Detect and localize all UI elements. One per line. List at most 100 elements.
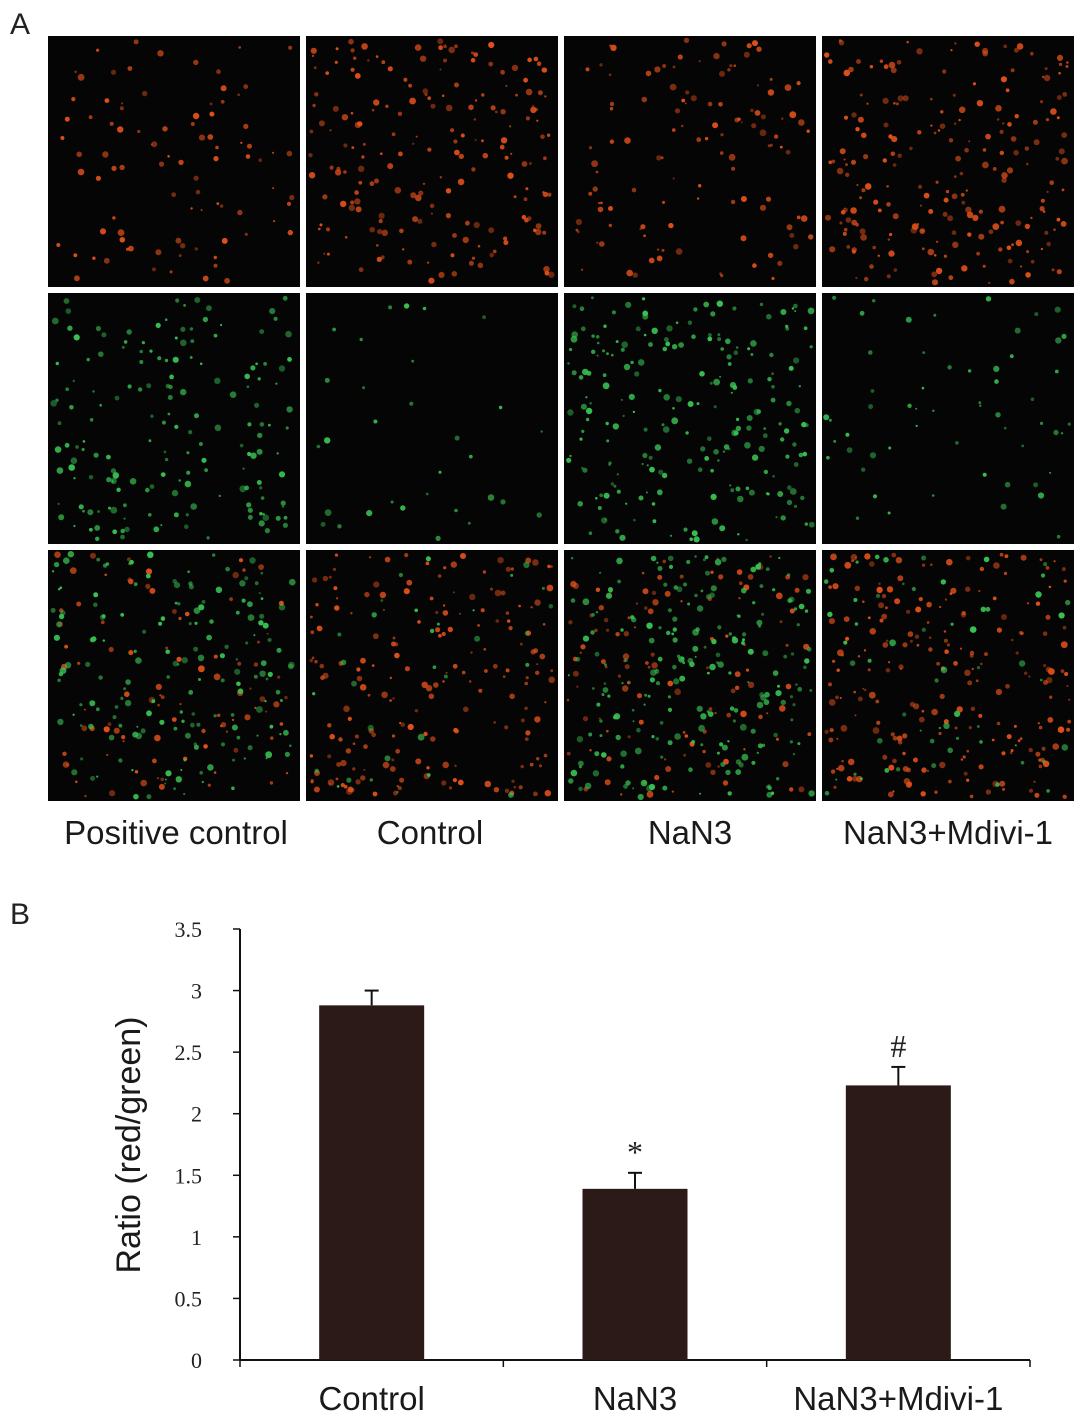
cell-dot bbox=[803, 665, 807, 670]
cell-dot bbox=[73, 477, 76, 480]
cell-dot bbox=[183, 758, 187, 762]
cell-dot bbox=[1005, 683, 1010, 689]
cell-dot bbox=[123, 517, 126, 520]
cell-dot bbox=[872, 727, 880, 734]
cell-dot bbox=[165, 649, 170, 655]
cell-dot bbox=[760, 114, 766, 120]
cell-dot bbox=[254, 402, 260, 408]
cell-dot bbox=[745, 668, 750, 672]
cell-dot bbox=[536, 663, 539, 666]
cell-dot bbox=[843, 227, 848, 232]
cell-dot bbox=[259, 512, 263, 516]
cell-dot bbox=[996, 118, 1000, 121]
cell-dot bbox=[319, 663, 325, 669]
cell-dot bbox=[190, 722, 195, 728]
cell-dot bbox=[683, 582, 687, 587]
cell-dot bbox=[384, 755, 391, 762]
cell-dot bbox=[510, 152, 513, 155]
cell-dot bbox=[594, 651, 600, 657]
cell-dot bbox=[198, 442, 203, 446]
cell-dot bbox=[691, 740, 695, 744]
cell-dot bbox=[758, 714, 763, 720]
cell-dot bbox=[886, 586, 894, 593]
cell-dot bbox=[702, 558, 706, 562]
cell-dot bbox=[616, 557, 623, 565]
panel-b-letter: B bbox=[10, 898, 31, 931]
cell-dot bbox=[372, 791, 378, 797]
cell-dot bbox=[735, 346, 739, 349]
cell-dot bbox=[57, 421, 62, 426]
cell-dot bbox=[477, 624, 480, 627]
cell-dot bbox=[354, 190, 359, 195]
cell-dot bbox=[889, 232, 893, 237]
cell-dot bbox=[1042, 75, 1045, 78]
cell-dot bbox=[855, 560, 859, 564]
cell-dot bbox=[288, 663, 294, 670]
micrograph-background bbox=[822, 293, 1074, 544]
cell-dot bbox=[206, 536, 210, 540]
cell-dot bbox=[632, 787, 635, 790]
cell-dot bbox=[505, 566, 511, 572]
cell-dot bbox=[107, 722, 112, 726]
cell-dot bbox=[371, 612, 377, 618]
cell-dot bbox=[808, 234, 814, 240]
cell-dot bbox=[672, 664, 677, 670]
cell-dot bbox=[1037, 722, 1040, 725]
cell-dot bbox=[343, 705, 350, 713]
cell-dot bbox=[1003, 44, 1008, 49]
micrograph-background bbox=[822, 36, 1074, 287]
cell-dot bbox=[846, 245, 851, 249]
cell-dot bbox=[568, 620, 573, 625]
cell-dot bbox=[638, 719, 644, 725]
cell-dot bbox=[348, 38, 354, 45]
cell-dot bbox=[1027, 602, 1030, 605]
cell-dot bbox=[1052, 743, 1059, 750]
cell-dot bbox=[664, 337, 669, 342]
cell-dot bbox=[402, 248, 405, 251]
cell-dot bbox=[967, 680, 973, 686]
cell-dot bbox=[672, 616, 678, 622]
cell-dot bbox=[547, 564, 551, 569]
cell-dot bbox=[468, 454, 473, 459]
cell-dot bbox=[106, 477, 112, 483]
cell-dot bbox=[1061, 567, 1066, 572]
cell-dot bbox=[265, 757, 268, 760]
cell-dot bbox=[507, 619, 511, 623]
cell-dot bbox=[535, 228, 542, 236]
cell-dot bbox=[544, 95, 547, 98]
cell-dot bbox=[315, 603, 319, 607]
cell-dot bbox=[450, 128, 455, 133]
cell-dot bbox=[146, 383, 152, 389]
cell-dot bbox=[918, 597, 923, 602]
cell-dot bbox=[740, 121, 743, 124]
cell-dot bbox=[174, 424, 179, 429]
cell-dot bbox=[706, 710, 710, 714]
cell-dot bbox=[90, 552, 96, 559]
cell-dot bbox=[207, 783, 211, 787]
cell-dot bbox=[661, 248, 665, 252]
cell-dot bbox=[934, 790, 938, 794]
cell-dot bbox=[717, 333, 721, 336]
cell-dot bbox=[591, 334, 595, 338]
cell-dot bbox=[536, 119, 539, 122]
cell-dot bbox=[505, 84, 508, 88]
cell-dot bbox=[240, 141, 243, 144]
cell-dot bbox=[700, 589, 704, 593]
cell-dot bbox=[407, 259, 413, 265]
cell-dot bbox=[599, 493, 604, 498]
cell-dot bbox=[121, 345, 125, 349]
cell-dot bbox=[535, 670, 540, 675]
cell-dot bbox=[985, 296, 992, 302]
cell-dot bbox=[712, 122, 719, 129]
cell-dot bbox=[260, 571, 264, 575]
cell-dot bbox=[1007, 258, 1013, 264]
cell-dot bbox=[406, 579, 413, 586]
cell-dot bbox=[793, 357, 800, 364]
cell-dot bbox=[92, 256, 96, 260]
cell-dot bbox=[675, 396, 682, 403]
cell-dot bbox=[863, 649, 867, 652]
cell-dot bbox=[244, 373, 250, 380]
cell-dot bbox=[273, 220, 276, 223]
cell-dot bbox=[955, 736, 960, 740]
cell-dot bbox=[1060, 432, 1064, 435]
